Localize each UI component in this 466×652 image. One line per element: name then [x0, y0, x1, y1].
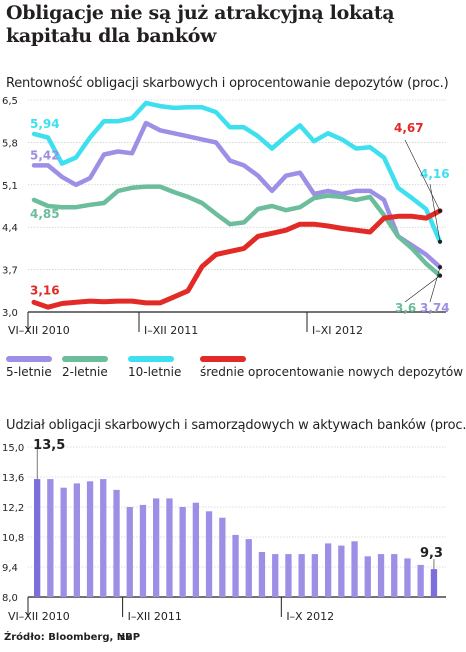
- series-line: [31, 100, 443, 244]
- bar: [73, 483, 80, 597]
- series-end-label: 3,6: [395, 301, 416, 315]
- y-tick-label: 3,0: [2, 308, 18, 319]
- bar: [311, 554, 318, 597]
- y-tick-label: 4,4: [2, 223, 18, 234]
- x-period-label: VI–XII 2010: [8, 610, 70, 623]
- y-tick-label: 8,0: [2, 593, 18, 604]
- y-tick-label: 12,2: [2, 503, 24, 514]
- bar: [258, 552, 266, 597]
- chart1-legend: 5-letnie 2-letnie 10-letnie średnie opro…: [0, 352, 466, 382]
- bar: [364, 556, 371, 597]
- page-title: Obligacje nie są już atrakcyjną lokatą k…: [6, 2, 395, 47]
- legend-label-10y: 10-letnie: [128, 365, 182, 379]
- bar: [338, 545, 345, 597]
- bar: [179, 507, 186, 597]
- line-chart: 6,5 5,8 5,1 4,4 3,7 3,0 VI–XII 2010 I–XII 2011 I…: [2, 96, 450, 337]
- bar: [100, 479, 107, 597]
- bar: [285, 554, 292, 597]
- bar: [232, 534, 239, 597]
- bar: [325, 543, 332, 597]
- chart1-subtitle: Rentowność obligacji skarbowych i oproce…: [6, 76, 449, 91]
- bar: [166, 498, 173, 597]
- end-leader-line: [404, 139, 441, 211]
- y-tick-label: 9,4: [2, 563, 18, 574]
- y-tick-label: 15,0: [2, 443, 24, 454]
- y-tick-label: 5,8: [2, 138, 18, 149]
- series-end-label: 4,67: [394, 121, 424, 135]
- legend-swatch-10y: [128, 356, 174, 362]
- bar: [272, 554, 279, 597]
- series-line: [31, 208, 443, 310]
- end-leader-line: [429, 267, 441, 303]
- bar: [298, 554, 305, 597]
- bar: [417, 564, 424, 597]
- legend-label-5y: 5-letnie: [6, 365, 52, 379]
- bar: [404, 558, 411, 597]
- bar-end-label: 9,3: [420, 546, 443, 561]
- chart2-subtitle: Udział obligacji skarbowych i samorządow…: [6, 418, 466, 433]
- x-period-label: I–XII 2011: [144, 324, 198, 337]
- bar: [126, 507, 133, 597]
- bar: [391, 554, 398, 597]
- bar: [192, 502, 199, 597]
- bar: [430, 569, 438, 597]
- bar: [34, 479, 41, 597]
- x-period-label: I–X 2012: [286, 610, 334, 623]
- series-line: [31, 120, 443, 270]
- series-end-label: 4,16: [420, 167, 450, 181]
- y-tick-label: 5,1: [2, 181, 18, 192]
- bar: [351, 541, 358, 597]
- legend-swatch-5y: [6, 356, 52, 362]
- legend-label-deposits: średnie oprocentowanie nowych depozytów: [200, 365, 464, 379]
- legend-label-2y: 2-letnie: [62, 365, 108, 379]
- x-period-label: I–XII 2011: [128, 610, 182, 623]
- legend-swatch-2y: [62, 356, 108, 362]
- series-end-label: 3,74: [420, 301, 450, 315]
- series-start-label: 3,16: [30, 283, 60, 297]
- y-tick-label: 13,6: [2, 473, 24, 484]
- y-tick-label: 3,7: [2, 266, 18, 277]
- bar: [377, 554, 385, 597]
- bar-start-label: 13,5: [33, 438, 65, 453]
- series-line: [31, 184, 443, 278]
- end-point-marker: [438, 265, 442, 270]
- bar: [219, 517, 226, 597]
- bar: [60, 487, 67, 597]
- end-point-marker: [438, 208, 442, 213]
- bar: [139, 504, 147, 597]
- end-point-marker: [438, 273, 442, 278]
- bar: [153, 498, 160, 597]
- legend-swatch-deposits: [200, 356, 246, 362]
- end-point-marker: [438, 239, 442, 244]
- series-start-label: 5,42: [30, 148, 60, 162]
- author-initials: RM: [120, 634, 133, 642]
- bar: [245, 539, 252, 597]
- series-start-label: 4,85: [30, 207, 60, 221]
- bar-chart: 15,0 13,6 12,2 10,8 9,4 8,0 VI–XII 2010 I–XII 2…: [2, 438, 446, 623]
- end-leader-line: [404, 275, 441, 303]
- y-tick-label: 10,8: [2, 533, 24, 544]
- x-period-label: VI–XII 2010: [8, 324, 70, 337]
- source-note: Źródło: Bloomberg, NBP: [4, 632, 141, 643]
- bar: [47, 479, 54, 597]
- series-start-label: 5,94: [30, 117, 60, 131]
- bar: [86, 481, 94, 597]
- x-period-label: I–XI 2012: [312, 324, 363, 337]
- y-tick-label: 6,5: [2, 96, 18, 107]
- bar: [113, 489, 120, 597]
- bar: [205, 511, 213, 597]
